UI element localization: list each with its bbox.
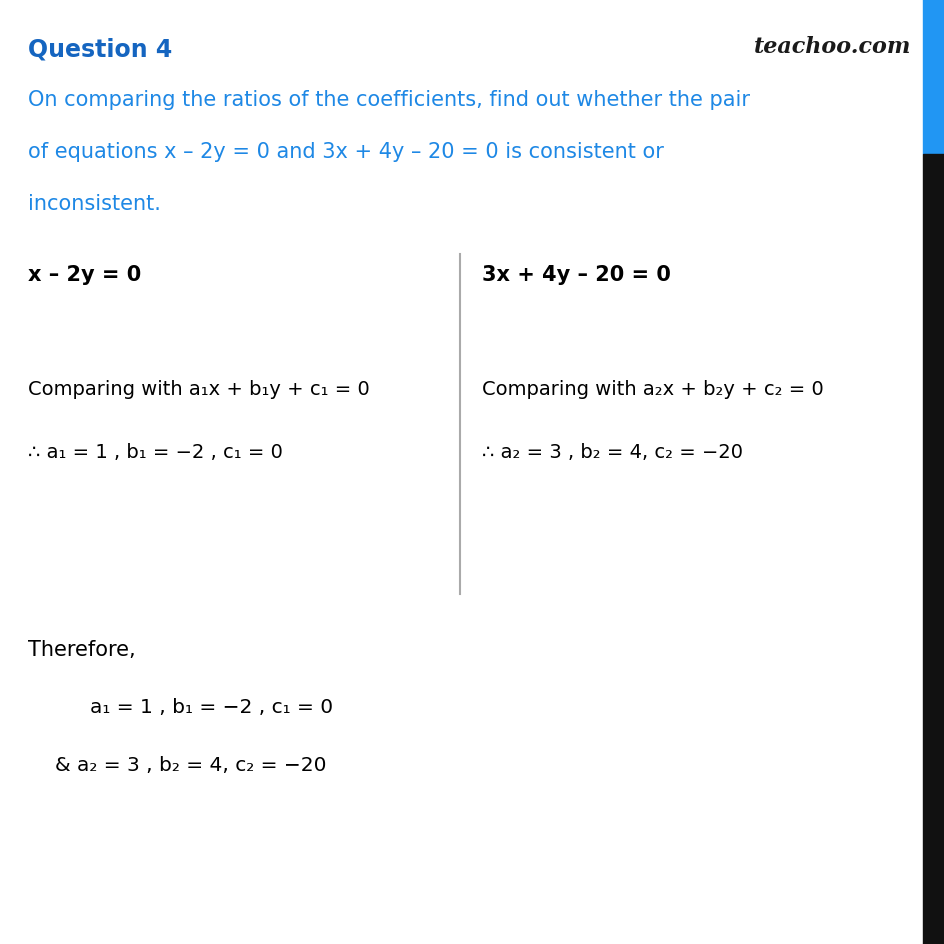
- Text: ∴ a₁ = 1 , b₁ = −2 , c₁ = 0: ∴ a₁ = 1 , b₁ = −2 , c₁ = 0: [28, 443, 282, 462]
- Text: 3x + 4y – 20 = 0: 3x + 4y – 20 = 0: [481, 264, 670, 285]
- Text: ∴ a₂ = 3 , b₂ = 4, c₂ = −20: ∴ a₂ = 3 , b₂ = 4, c₂ = −20: [481, 443, 742, 462]
- Text: Comparing with a₂x + b₂y + c₂ = 0: Comparing with a₂x + b₂y + c₂ = 0: [481, 379, 823, 398]
- Text: x – 2y = 0: x – 2y = 0: [28, 264, 141, 285]
- Text: of equations x – 2y = 0 and 3x + 4y – 20 = 0 is consistent or: of equations x – 2y = 0 and 3x + 4y – 20…: [28, 142, 664, 161]
- Text: a₁ = 1 , b₁ = −2 , c₁ = 0: a₁ = 1 , b₁ = −2 , c₁ = 0: [90, 698, 333, 716]
- Text: On comparing the ratios of the coefficients, find out whether the pair: On comparing the ratios of the coefficie…: [28, 90, 750, 110]
- Bar: [922, 0, 944, 155]
- Text: teachoo.com: teachoo.com: [752, 36, 910, 58]
- Text: Therefore,: Therefore,: [28, 639, 136, 659]
- Text: Comparing with a₁x + b₁y + c₁ = 0: Comparing with a₁x + b₁y + c₁ = 0: [28, 379, 369, 398]
- Text: inconsistent.: inconsistent.: [28, 194, 160, 213]
- Text: & a₂ = 3 , b₂ = 4, c₂ = −20: & a₂ = 3 , b₂ = 4, c₂ = −20: [55, 755, 327, 774]
- Text: Question 4: Question 4: [28, 38, 172, 62]
- Bar: [922, 155, 944, 944]
